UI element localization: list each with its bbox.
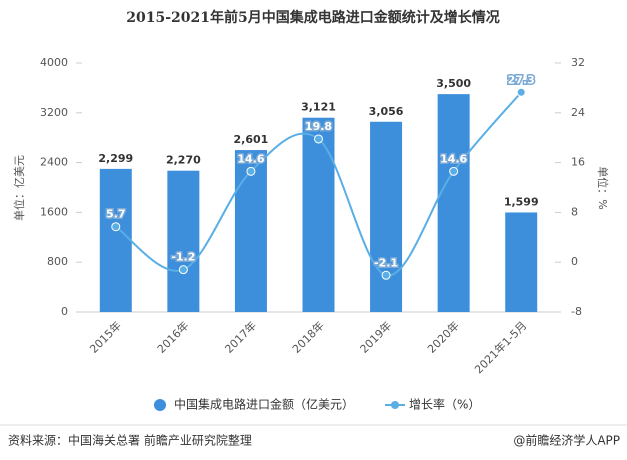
x-tick-label: 2016年 [154, 318, 191, 355]
y2-tick-label: 0 [571, 255, 578, 268]
line-point [314, 134, 323, 144]
bar-value-label: 3,121 [301, 101, 336, 114]
y2-tick-label: 8 [571, 205, 578, 218]
y2-axis-label: 单位：% [596, 166, 610, 209]
y-tick-label: 2400 [40, 156, 68, 169]
bar-value-label: 1,599 [504, 195, 539, 208]
legend-marker [391, 401, 400, 409]
y-tick-label: 4000 [40, 56, 68, 69]
bar [302, 117, 335, 313]
line-value-label: 19.8 [305, 120, 332, 133]
y-tick-label: 0 [61, 305, 68, 318]
y2-tick-label: 16 [571, 156, 585, 169]
line-value-label: -1.2 [171, 251, 195, 264]
line-value-label: -2.1 [374, 256, 398, 269]
x-tick-label: 2019年 [357, 318, 394, 355]
legend-label: 增长率（%） [409, 397, 480, 412]
bar [99, 168, 132, 312]
x-tick-label: 2021年1-5月 [471, 318, 529, 376]
chart-title: 2015-2021年前5月中国集成电路进口金额统计及增长情况 [126, 9, 499, 26]
source: 资料来源：中国海关总署 前瞻产业研究院整理 [8, 433, 252, 448]
line-point [246, 166, 256, 176]
x-tick-label: 2018年 [289, 318, 326, 355]
bar [437, 94, 470, 312]
x-tick-label: 2015年 [87, 318, 124, 355]
y-tick-label: 1600 [40, 205, 68, 218]
y-tick-label: 800 [47, 255, 68, 268]
line-point [381, 270, 391, 280]
y2-tick-label: 32 [571, 56, 585, 69]
bar [370, 121, 403, 312]
line-point [178, 265, 188, 275]
line-value-label: 14.6 [237, 152, 264, 165]
y-tick-label: 3200 [40, 106, 68, 119]
y2-tick-label: -8 [571, 305, 582, 318]
bar-value-label: 2,299 [98, 152, 133, 165]
bar-value-label: 2,270 [166, 154, 201, 167]
line-value-label: 14.6 [440, 152, 467, 165]
line-point [449, 166, 459, 176]
credit: @前瞻经济学人APP [513, 433, 620, 448]
bar-value-label: 2,601 [234, 133, 269, 146]
x-tick-label: 2017年 [222, 318, 259, 355]
y-axis-label: 单位：亿美元 [12, 155, 26, 221]
bar [234, 150, 267, 312]
bar-value-label: 3,500 [436, 77, 471, 90]
x-tick-label: 2020年 [424, 318, 461, 355]
line-value-label: 5.7 [106, 208, 126, 221]
legend-marker [154, 399, 166, 411]
bar [167, 170, 200, 312]
bar [505, 212, 538, 312]
line-value-label: 27.3 [508, 73, 535, 86]
bar-value-label: 3,056 [369, 105, 404, 118]
line-point [111, 222, 121, 232]
legend-label: 中国集成电路进口金额（亿美元） [174, 397, 354, 412]
y2-tick-label: 24 [571, 106, 585, 119]
line-point [516, 87, 526, 97]
